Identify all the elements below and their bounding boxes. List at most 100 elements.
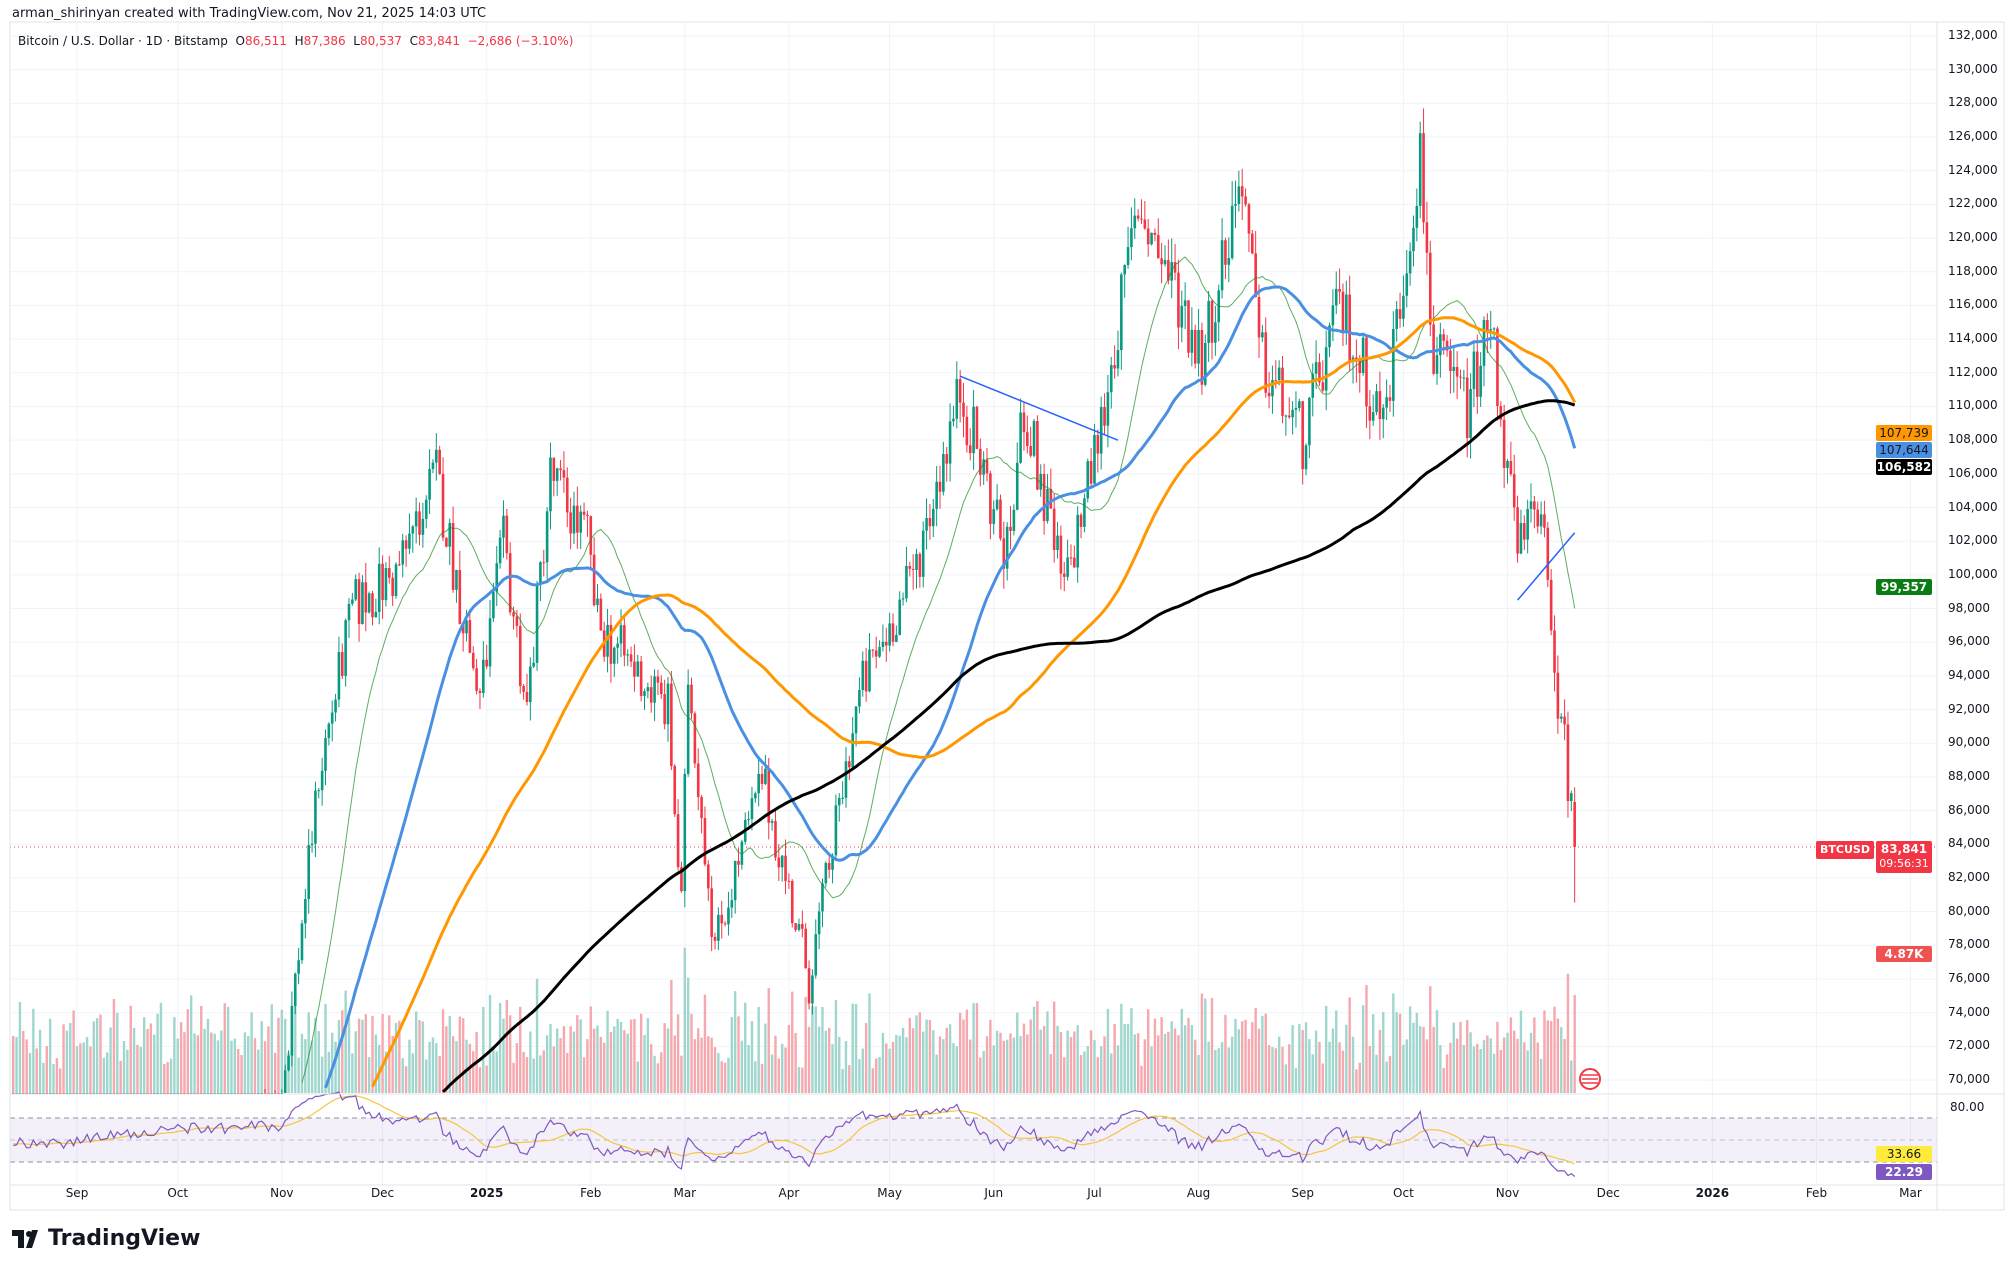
volume-bar (1180, 1008, 1183, 1093)
volume-bar (623, 1030, 626, 1093)
candle-body (589, 516, 593, 555)
volume-bar (1039, 1029, 1042, 1093)
volume-bar (1294, 1068, 1298, 1093)
volume-bar (1187, 1017, 1190, 1093)
volume-bar (82, 1042, 85, 1093)
candle-body (851, 733, 854, 768)
candle-body (619, 625, 623, 644)
volume-bar (391, 1035, 394, 1093)
volume-bar (757, 1006, 760, 1093)
candle-body (1153, 232, 1157, 235)
volume-bar (1069, 1037, 1073, 1093)
candle-body (1301, 401, 1304, 470)
candle-body (468, 620, 472, 653)
volume-bar (1274, 1048, 1278, 1093)
volume-bar (149, 1023, 153, 1093)
candle-body (1475, 351, 1479, 397)
volume-bar (760, 1063, 764, 1093)
candle-body (1479, 365, 1482, 397)
y-tick-label: 116,000 (1948, 297, 1998, 312)
x-tick-label: Dec (1596, 1186, 1620, 1200)
high-label: H (294, 34, 304, 48)
candle-body (1207, 300, 1210, 343)
volume-bar (727, 1057, 730, 1093)
ma-line-200 (441, 399, 1576, 1093)
volume-bar (441, 1009, 445, 1093)
y-tick-label: 82,000 (1948, 870, 1990, 884)
volume-bar (1133, 1034, 1136, 1093)
candle-body (905, 566, 908, 599)
volume-bar (1502, 1037, 1506, 1093)
candle-body (1573, 802, 1576, 847)
candle-body (1318, 362, 1321, 383)
volume-bar (555, 1028, 559, 1093)
y-tick-label: 78,000 (1948, 937, 1990, 952)
volume-bar (1002, 1040, 1006, 1093)
volume-bar (784, 1047, 787, 1093)
tradingview-logo[interactable]: TradingView (12, 1226, 200, 1251)
volume-bar (1103, 1036, 1106, 1093)
candle-body (364, 582, 368, 613)
volume-bar (230, 1040, 233, 1093)
symbol-title[interactable]: Bitcoin / U.S. Dollar · 1D · Bitstamp (18, 34, 228, 48)
volume-bar (1419, 1026, 1422, 1093)
candle-body (1334, 288, 1338, 306)
volume-bar (639, 1013, 643, 1093)
candle-body (535, 584, 539, 663)
volume-bar (1005, 1039, 1009, 1093)
candle-body (646, 687, 650, 692)
candle-body (559, 468, 562, 471)
volume-bar (1425, 1039, 1429, 1093)
ma-line-50 (324, 285, 1577, 1089)
volume-bar (1093, 1040, 1096, 1093)
candle-body (518, 625, 522, 687)
y-tick-label: 92,000 (1948, 701, 1990, 716)
candle-body (1439, 334, 1442, 356)
volume-bar (458, 1016, 462, 1093)
volume-bar (354, 1031, 357, 1093)
volume-bar (1130, 1008, 1133, 1093)
frame (9, 21, 2005, 1211)
volume-bar (804, 996, 807, 1093)
volume-bar (1513, 1030, 1516, 1093)
volume-bar (663, 1023, 666, 1093)
volume-bar (196, 1035, 200, 1093)
volume-bar (85, 1037, 89, 1093)
volume-bar (1388, 1055, 1392, 1093)
candle-body (1032, 421, 1036, 456)
candle-body (351, 599, 354, 604)
volume-bar (764, 1023, 767, 1093)
candle-body (599, 598, 603, 631)
volume-bar (878, 1056, 881, 1093)
volume-bar (780, 1043, 784, 1093)
volume-bar (1546, 1020, 1550, 1093)
candle-body (495, 563, 499, 592)
volume-bar (864, 1023, 868, 1093)
volume-bar (1556, 1018, 1560, 1093)
volume-bar (720, 1061, 723, 1093)
volume-bar (1099, 1046, 1103, 1093)
volume-bar (586, 1039, 589, 1093)
candle-body (1358, 360, 1362, 374)
candle-body (958, 379, 962, 403)
x-tick-label: 2026 (1695, 1186, 1730, 1200)
volume-bar (603, 1042, 606, 1093)
candle-body (1287, 415, 1291, 418)
volume-bar (1466, 1020, 1469, 1093)
candle-body (723, 923, 727, 925)
volume-bar (851, 1003, 854, 1093)
volume-bar (576, 1015, 579, 1093)
candle-body (972, 406, 975, 454)
candle-body (529, 666, 532, 703)
volume-bar (378, 1044, 381, 1093)
volume-bar (163, 1063, 166, 1093)
rsi-tag: 22.29 (1876, 1164, 1932, 1180)
volume-bar (371, 1016, 374, 1093)
volume-bar (911, 1028, 915, 1093)
volume-bar (1405, 1039, 1408, 1093)
candle-body (1009, 526, 1012, 531)
candle-body (1435, 355, 1439, 374)
volume-bar (1241, 1021, 1244, 1093)
volume-bar (1469, 1032, 1472, 1093)
